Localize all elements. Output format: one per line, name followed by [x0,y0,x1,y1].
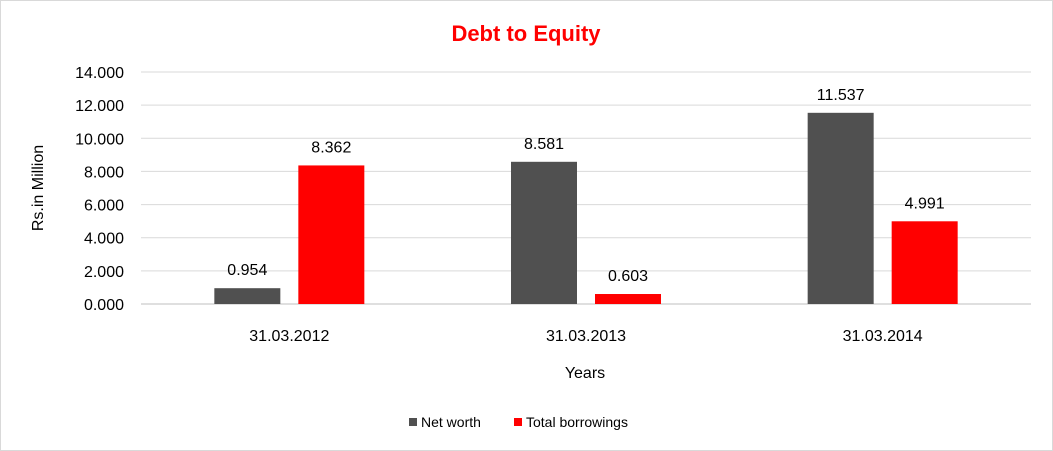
y-tick-label: 12.000 [75,98,124,115]
x-tick-label: 31.03.2014 [843,328,923,345]
y-tick-label: 2.000 [84,264,124,281]
y-tick-label: 8.000 [84,164,124,181]
x-axis-title: Years [565,365,605,382]
legend-swatch-net-worth [409,418,417,426]
data-label: 0.954 [227,262,267,279]
bar-total-borrowings-31-03-2012 [298,165,365,304]
y-tick-label: 6.000 [84,198,124,215]
bar-net-worth-31-03-2014 [807,112,874,304]
x-tick-label: 31.03.2012 [249,328,329,345]
chart-title: Debt to Equity [451,21,601,46]
x-axis-ticks: 31.03.2012 31.03.2013 31.03.2014 [249,328,923,345]
data-label: 8.581 [524,136,564,153]
data-label: 11.537 [817,87,865,104]
legend: Net worth Total borrowings [409,414,628,430]
legend-label-total-borrowings: Total borrowings [526,414,628,430]
bar-net-worth-31-03-2012 [214,288,281,304]
data-label: 4.991 [905,195,945,212]
x-tick-label: 31.03.2013 [546,328,626,345]
data-label: 8.362 [311,139,351,156]
bar-net-worth-31-03-2013 [511,161,577,304]
y-axis-title: Rs.in Million [30,145,47,231]
y-tick-label: 10.000 [75,131,124,148]
grid-lines [141,71,1031,305]
legend-swatch-total-borrowings [514,418,522,426]
y-tick-label: 4.000 [84,231,124,248]
y-tick-label: 14.000 [75,65,124,82]
y-tick-label: 0.000 [84,297,124,314]
y-axis-ticks: 0.000 2.000 4.000 6.000 8.000 10.000 12.000 14.… [75,65,124,314]
bar-total-borrowings-31-03-2014 [891,221,958,304]
data-label: 0.603 [608,268,648,285]
bars [214,112,958,304]
data-labels: 0.954 8.362 8.581 0.603 11.537 4.991 [227,87,944,285]
legend-label-net-worth: Net worth [421,414,481,430]
bar-total-borrowings-31-03-2013 [595,294,661,304]
